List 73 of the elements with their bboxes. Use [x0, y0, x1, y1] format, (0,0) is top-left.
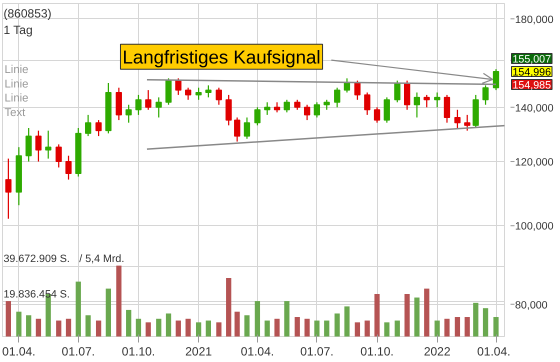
candlestick [205, 84, 212, 98]
candlestick [334, 87, 340, 108]
candlestick [95, 119, 102, 137]
candlestick [344, 78, 350, 94]
text: 155,007 [512, 53, 552, 66]
candlestick [414, 92, 420, 118]
x-tick-label: 01.04. [2, 344, 36, 358]
candlestick [145, 90, 152, 110]
candlestick [314, 102, 320, 118]
candlestick [294, 99, 300, 110]
x-tick-label: 01.04. [477, 344, 511, 358]
x-tick-label: 01.10. [360, 344, 394, 358]
candlestick [5, 158, 12, 220]
text: 1 Tag [4, 23, 33, 38]
candlestick [274, 102, 280, 113]
y-tick-label: 120,000 [515, 156, 554, 169]
candlestick [364, 92, 370, 116]
candlestick [434, 92, 440, 108]
candlestick [492, 68, 500, 91]
annotation: / 5,4 Mrd. [79, 253, 124, 266]
x-tick-label: 01.07. [300, 344, 334, 358]
annotation: Linie [4, 78, 28, 90]
candlestick [165, 78, 172, 106]
candlestick [216, 87, 222, 106]
candlestick [424, 94, 430, 108]
candlestick [185, 87, 192, 100]
candlestick [226, 94, 232, 126]
candlestick [65, 155, 72, 180]
candlestick [482, 84, 489, 106]
candlestick [26, 127, 32, 162]
candlestick [116, 87, 122, 121]
candlestick [444, 94, 450, 124]
candlestick [454, 109, 461, 129]
candlestick [354, 80, 361, 100]
candlestick [56, 144, 62, 168]
candlestick [45, 130, 52, 160]
annotation: Linie [4, 64, 28, 76]
candlestick [85, 114, 92, 137]
candlestick [195, 87, 202, 100]
candlestick [284, 99, 290, 113]
x-tick-label: 01.10. [122, 344, 156, 358]
annotation: Text [4, 107, 26, 120]
annotation: Linie [4, 92, 28, 105]
candlestick [304, 104, 310, 121]
y2-tick-label: 19.836.454 S. [4, 288, 70, 300]
candlestick [234, 116, 240, 142]
x-tick-label: 01.04. [240, 344, 274, 358]
candlestick [384, 96, 390, 124]
candlestick [135, 94, 142, 116]
candlestick [35, 130, 42, 162]
y-tick-label: 80,000 [515, 299, 548, 312]
y-tick-label: 100,000 [515, 220, 554, 233]
y2-tick-label: 39.672.909 S. [4, 253, 70, 266]
candlestick [254, 106, 261, 126]
candlestick [394, 80, 400, 103]
candlestick [264, 102, 270, 116]
chart-title: (860853) [4, 6, 52, 20]
annotation: Langfristiges Kaufsignal [122, 46, 321, 68]
x-tick-label: 01.07. [62, 344, 96, 358]
candlestick [324, 99, 330, 110]
candlestick [156, 96, 162, 118]
candlestick [404, 80, 410, 110]
text: 154,985 [512, 79, 552, 92]
candlestick [464, 114, 470, 132]
y-tick-label: 180,000 [515, 14, 554, 26]
text: 154,996 [512, 66, 552, 78]
candlestick [175, 78, 182, 96]
candlestick [374, 106, 380, 124]
y-tick-label: 140,000 [515, 102, 554, 114]
x-tick-label: 2022 [424, 344, 451, 358]
candlestick [244, 116, 250, 140]
candlestick [126, 104, 132, 124]
x-tick-label: 2021 [185, 344, 212, 358]
